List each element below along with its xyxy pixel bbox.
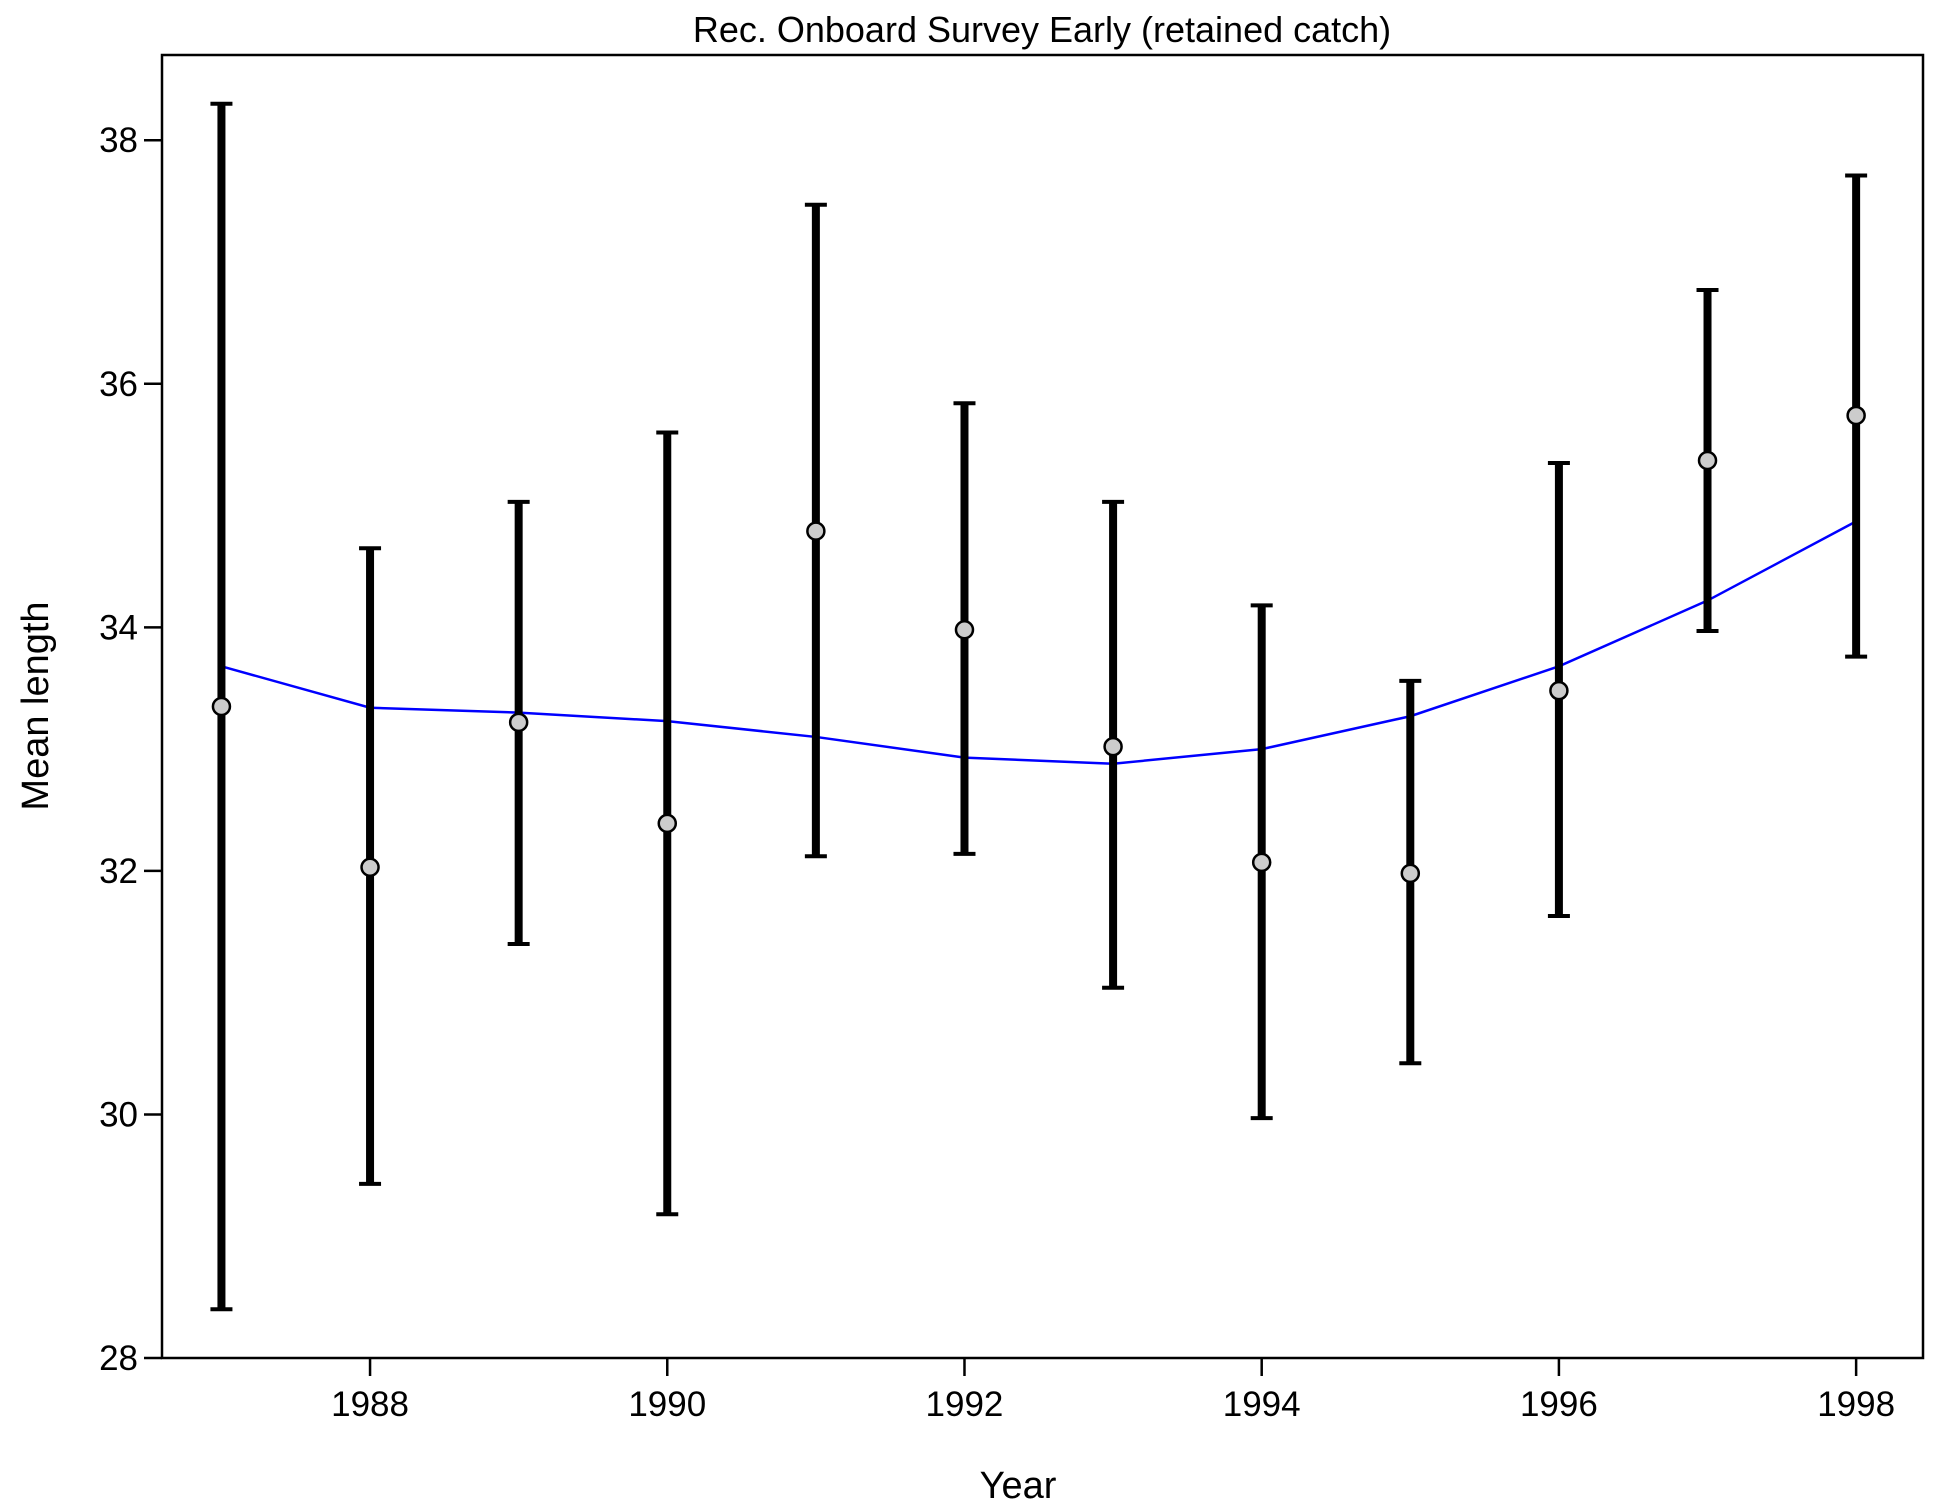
observed-points [211,405,1866,884]
y-tick-label-3: 34 [99,608,138,647]
x-tick-label-4: 1996 [1520,1385,1598,1424]
data-point [1846,405,1866,426]
data-point [657,813,678,834]
y-tick-label-5: 38 [99,121,138,160]
x-tick-label-2: 1992 [926,1385,1004,1424]
y-tick-label-2: 32 [99,852,138,891]
data-point [954,620,975,640]
data-point [1103,736,1123,757]
chart-title: Rec. Onboard Survey Early (retained catc… [693,9,1391,50]
x-tick-label-1: 1990 [628,1385,706,1424]
y-axis-label: Mean length [15,601,57,810]
data-point [1697,450,1718,471]
expected-line [221,520,1857,765]
expected-series [221,520,1857,765]
y-tick-label-0: 28 [99,1339,138,1378]
data-point [508,712,529,733]
data-point [806,521,826,541]
data-point [211,696,232,717]
error-bars [210,101,1868,1312]
data-point [1549,680,1569,701]
y-axis: 28 30 32 34 36 38 [99,121,162,1378]
data-point [360,857,380,877]
x-tick-label-5: 1998 [1817,1385,1895,1424]
x-axis: 1988 1990 1992 1994 1996 1998 [331,1358,1895,1424]
y-tick-label-1: 30 [99,1095,138,1134]
data-point [1400,863,1421,884]
x-tick-label-0: 1988 [331,1385,409,1424]
y-tick-label-4: 36 [99,365,138,404]
data-point [1251,852,1272,873]
x-tick-label-3: 1994 [1223,1385,1301,1424]
plot-frame [160,53,1925,1360]
x-axis-label: Year [980,1465,1057,1500]
